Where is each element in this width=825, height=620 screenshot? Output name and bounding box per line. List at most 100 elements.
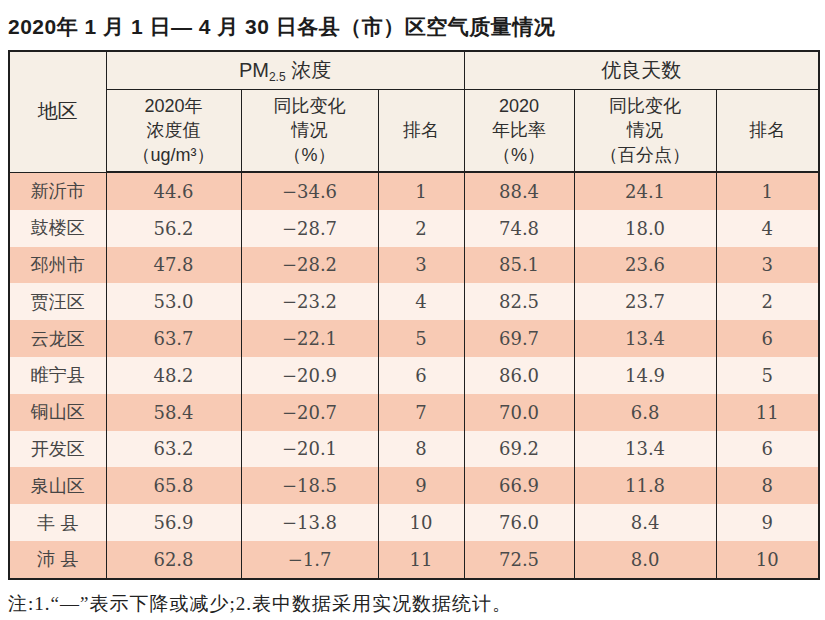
region-cell: 沛 县 bbox=[9, 541, 106, 579]
good-rank-cell: 5 bbox=[716, 357, 819, 394]
good-rank-cell: 1 bbox=[716, 172, 819, 210]
good-ratio-cell: 69.7 bbox=[464, 320, 574, 357]
pm25-value-cell: 47.8 bbox=[106, 247, 241, 284]
good-change-cell: 18.0 bbox=[574, 210, 716, 247]
good-change-cell: 8.0 bbox=[574, 541, 716, 579]
pm25-value-column-header: 2020年 浓度值 （ug/m³） bbox=[106, 90, 241, 173]
pm25-rank-cell: 11 bbox=[378, 541, 464, 579]
table-row: 邳州市47.8−28.2385.123.63 bbox=[9, 247, 819, 284]
good-change-cell: 14.9 bbox=[574, 357, 716, 394]
pm25-value-cell: 58.4 bbox=[106, 394, 241, 431]
good-change-cell: 23.7 bbox=[574, 283, 716, 320]
good-rank-cell: 3 bbox=[716, 247, 819, 284]
pm25-change-cell: −28.7 bbox=[241, 210, 378, 247]
table-row: 开发区63.2−20.1869.213.46 bbox=[9, 431, 819, 468]
region-cell: 邳州市 bbox=[9, 247, 106, 284]
region-cell: 鼓楼区 bbox=[9, 210, 106, 247]
region-cell: 泉山区 bbox=[9, 467, 106, 504]
good-ratio-column-header: 2020 年比率 （%） bbox=[464, 90, 574, 173]
region-cell: 云龙区 bbox=[9, 320, 106, 357]
table-row: 新沂市44.6−34.6188.424.11 bbox=[9, 172, 819, 210]
good-change-cell: 13.4 bbox=[574, 320, 716, 357]
table-header: 地区 PM2.5 浓度 优良天数 2020年 浓度值 （ug/m³） 同比变化 … bbox=[9, 51, 819, 172]
pm25-change-cell: −13.8 bbox=[241, 504, 378, 541]
good-ratio-cell: 86.0 bbox=[464, 357, 574, 394]
pm25-value-cell: 53.0 bbox=[106, 283, 241, 320]
good-ratio-cell: 72.5 bbox=[464, 541, 574, 579]
good-ratio-cell: 88.4 bbox=[464, 172, 574, 210]
pm25-value-cell: 62.8 bbox=[106, 541, 241, 579]
table-body: 新沂市44.6−34.6188.424.11鼓楼区56.2−28.7274.81… bbox=[9, 172, 819, 579]
table-row: 铜山区58.4−20.7770.06.811 bbox=[9, 394, 819, 431]
good-rank-cell: 8 bbox=[716, 467, 819, 504]
pm25-rank-column-header: 排名 bbox=[378, 90, 464, 173]
pm25-rank-cell: 3 bbox=[378, 247, 464, 284]
pm25-change-cell: −20.1 bbox=[241, 431, 378, 468]
pm25-value-cell: 63.2 bbox=[106, 431, 241, 468]
good-rank-cell: 6 bbox=[716, 320, 819, 357]
pm25-change-cell: −20.9 bbox=[241, 357, 378, 394]
good-ratio-cell: 82.5 bbox=[464, 283, 574, 320]
pm25-label-prefix: PM bbox=[239, 59, 269, 81]
good-change-cell: 23.6 bbox=[574, 247, 716, 284]
header-group-row: 地区 PM2.5 浓度 优良天数 bbox=[9, 51, 819, 90]
footnote: 注:1.“—”表示下降或减少;2.表中数据采用实况数据统计。 bbox=[8, 591, 825, 617]
pm25-rank-cell: 2 bbox=[378, 210, 464, 247]
table-row: 泉山区65.8−18.5966.911.88 bbox=[9, 467, 819, 504]
good-rank-cell: 10 bbox=[716, 541, 819, 579]
pm25-change-cell: −22.1 bbox=[241, 320, 378, 357]
table-row: 贾汪区53.0−23.2482.523.72 bbox=[9, 283, 819, 320]
air-quality-table: 地区 PM2.5 浓度 优良天数 2020年 浓度值 （ug/m³） 同比变化 … bbox=[8, 50, 820, 580]
pm25-value-cell: 63.7 bbox=[106, 320, 241, 357]
good-change-cell: 6.8 bbox=[574, 394, 716, 431]
good-change-cell: 11.8 bbox=[574, 467, 716, 504]
good-change-cell: 8.4 bbox=[574, 504, 716, 541]
pm25-change-cell: −20.7 bbox=[241, 394, 378, 431]
pm25-rank-cell: 8 bbox=[378, 431, 464, 468]
pm25-change-cell: −34.6 bbox=[241, 172, 378, 210]
table-row: 沛 县62.8−1.71172.58.010 bbox=[9, 541, 819, 579]
pm25-label-subscript: 2.5 bbox=[269, 70, 286, 84]
good-change-cell: 24.1 bbox=[574, 172, 716, 210]
good-change-cell: 13.4 bbox=[574, 431, 716, 468]
region-column-header: 地区 bbox=[9, 51, 106, 172]
pm25-rank-cell: 1 bbox=[378, 172, 464, 210]
good-ratio-cell: 70.0 bbox=[464, 394, 574, 431]
region-cell: 新沂市 bbox=[9, 172, 106, 210]
table-row: 睢宁县48.2−20.9686.014.95 bbox=[9, 357, 819, 394]
page-title: 2020年 1 月 1 日— 4 月 30 日各县（市）区空气质量情况 bbox=[0, 0, 825, 41]
pm25-change-column-header: 同比变化 情况 （%） bbox=[241, 90, 378, 173]
pm25-rank-cell: 4 bbox=[378, 283, 464, 320]
good-ratio-cell: 76.0 bbox=[464, 504, 574, 541]
table-row: 丰 县56.9−13.81076.08.49 bbox=[9, 504, 819, 541]
pm25-rank-cell: 5 bbox=[378, 320, 464, 357]
table-row: 鼓楼区56.2−28.7274.818.04 bbox=[9, 210, 819, 247]
good-ratio-cell: 69.2 bbox=[464, 431, 574, 468]
good-ratio-cell: 85.1 bbox=[464, 247, 574, 284]
region-cell: 铜山区 bbox=[9, 394, 106, 431]
pm25-value-cell: 56.2 bbox=[106, 210, 241, 247]
air-quality-report: 2020年 1 月 1 日— 4 月 30 日各县（市）区空气质量情况 地区 P… bbox=[0, 0, 825, 620]
pm25-label-suffix: 浓度 bbox=[286, 59, 332, 81]
pm25-rank-cell: 10 bbox=[378, 504, 464, 541]
good-rank-cell: 6 bbox=[716, 431, 819, 468]
pm25-rank-cell: 9 bbox=[378, 467, 464, 504]
good-ratio-cell: 74.8 bbox=[464, 210, 574, 247]
table-row: 云龙区63.7−22.1569.713.46 bbox=[9, 320, 819, 357]
pm25-group-header: PM2.5 浓度 bbox=[106, 51, 464, 90]
good-rank-cell: 2 bbox=[716, 283, 819, 320]
header-sub-row: 2020年 浓度值 （ug/m³） 同比变化 情况 （%） 排名 2020 年比… bbox=[9, 90, 819, 173]
pm25-value-cell: 48.2 bbox=[106, 357, 241, 394]
pm25-value-cell: 44.6 bbox=[106, 172, 241, 210]
pm25-value-cell: 56.9 bbox=[106, 504, 241, 541]
good-rank-cell: 11 bbox=[716, 394, 819, 431]
pm25-change-cell: −1.7 bbox=[241, 541, 378, 579]
region-cell: 开发区 bbox=[9, 431, 106, 468]
pm25-rank-cell: 6 bbox=[378, 357, 464, 394]
region-cell: 丰 县 bbox=[9, 504, 106, 541]
good-ratio-cell: 66.9 bbox=[464, 467, 574, 504]
good-rank-column-header: 排名 bbox=[716, 90, 819, 173]
good-days-group-header: 优良天数 bbox=[464, 51, 819, 90]
pm25-value-cell: 65.8 bbox=[106, 467, 241, 504]
good-change-column-header: 同比变化 情况 （百分点） bbox=[574, 90, 716, 173]
